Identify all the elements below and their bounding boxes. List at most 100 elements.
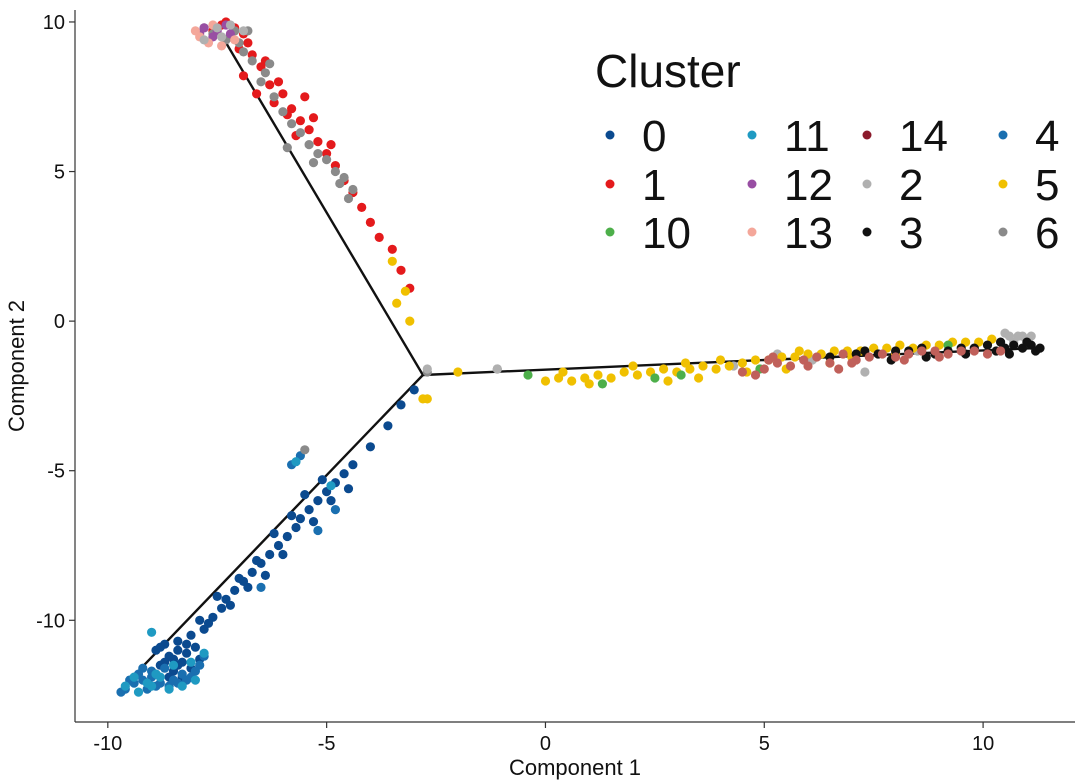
data-point <box>584 379 594 389</box>
data-point <box>252 555 262 566</box>
data-point <box>190 26 200 36</box>
legend-swatch <box>998 130 1008 140</box>
data-point <box>326 496 336 506</box>
legend-swatch <box>605 179 615 189</box>
data-point <box>396 265 406 275</box>
series-cluster-10 <box>523 340 953 389</box>
legend-label: 12 <box>784 161 833 210</box>
trajectory-branch <box>128 374 424 681</box>
legend-swatch <box>747 227 757 237</box>
data-point <box>260 570 270 581</box>
legend-entry-2: 2 <box>862 161 923 210</box>
x-tick-label: 0 <box>540 733 551 755</box>
data-point <box>711 364 721 374</box>
data-point <box>182 639 192 649</box>
legend-title: Cluster <box>595 45 741 97</box>
data-point <box>291 522 301 533</box>
x-axis-ticks: -10 -5 0 5 10 <box>93 722 994 755</box>
data-point <box>1004 349 1015 359</box>
data-point <box>982 340 993 350</box>
data-point <box>164 684 174 694</box>
data-point <box>265 59 275 69</box>
data-point <box>190 642 200 652</box>
data-point <box>996 337 1006 347</box>
data-point <box>287 119 297 129</box>
data-point <box>238 47 249 57</box>
data-point <box>715 355 726 365</box>
data-point <box>155 642 165 652</box>
legend-label: 3 <box>899 209 923 258</box>
data-point <box>217 603 227 613</box>
data-point <box>597 379 608 389</box>
data-point <box>199 648 209 658</box>
legend-entry-14: 14 <box>862 112 948 161</box>
data-point <box>120 681 130 691</box>
data-point <box>348 184 358 195</box>
data-point <box>177 681 187 691</box>
data-point <box>335 178 345 189</box>
data-point <box>190 666 200 676</box>
legend-entry-6: 6 <box>998 209 1059 258</box>
data-point <box>252 89 262 99</box>
data-point <box>173 636 183 646</box>
data-point <box>287 510 297 521</box>
data-point <box>803 361 813 371</box>
data-point <box>492 364 502 374</box>
x-tick-label: -10 <box>93 733 122 755</box>
legend-label: 10 <box>642 209 691 258</box>
data-point <box>996 346 1006 356</box>
data-point <box>247 56 257 66</box>
data-point <box>313 496 323 506</box>
data-point <box>313 525 323 536</box>
data-point <box>300 445 310 455</box>
data-point <box>160 663 170 673</box>
data-point <box>357 202 367 212</box>
data-point <box>173 645 183 655</box>
y-tick-label: 0 <box>54 311 65 333</box>
data-point <box>680 358 691 368</box>
data-point <box>339 469 349 479</box>
data-point <box>1035 343 1045 353</box>
data-point <box>217 32 227 42</box>
legend-label: 14 <box>899 112 948 161</box>
legend-label: 0 <box>642 112 666 161</box>
data-point <box>273 540 284 551</box>
legend-label: 6 <box>1035 209 1059 258</box>
data-point <box>256 77 266 87</box>
data-point <box>151 669 161 679</box>
data-point <box>278 549 288 560</box>
data-point <box>650 373 660 383</box>
data-point <box>212 23 222 33</box>
data-point <box>348 460 358 470</box>
data-point <box>138 663 148 673</box>
legend-label: 11 <box>784 112 830 161</box>
legend-swatch <box>605 130 615 140</box>
data-point <box>794 346 804 356</box>
data-point <box>659 364 669 374</box>
legend-entry-0: 0 <box>605 112 666 161</box>
data-point <box>330 505 340 515</box>
data-point <box>313 137 323 147</box>
data-point <box>567 376 577 386</box>
data-point <box>147 627 157 637</box>
data-point <box>847 358 857 368</box>
data-point <box>453 367 463 377</box>
data-point <box>1004 331 1015 341</box>
x-axis-title: Component 1 <box>509 755 641 780</box>
data-point <box>523 370 533 380</box>
data-point <box>628 361 638 371</box>
data-point <box>322 155 332 165</box>
data-point <box>326 140 336 150</box>
data-point <box>273 77 284 87</box>
data-point <box>195 615 205 625</box>
data-point <box>387 244 397 254</box>
data-point <box>304 125 314 135</box>
data-point <box>282 143 292 153</box>
legend-entry-13: 13 <box>747 209 833 258</box>
data-point <box>186 630 196 640</box>
legend-entry-3: 3 <box>862 209 923 258</box>
data-point <box>737 367 748 377</box>
